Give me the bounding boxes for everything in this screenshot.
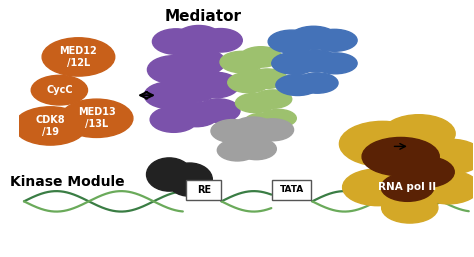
Ellipse shape [167,163,212,196]
Ellipse shape [312,29,357,51]
Text: Mediator: Mediator [165,8,242,24]
Ellipse shape [392,156,454,188]
Ellipse shape [343,169,413,206]
Ellipse shape [31,75,88,105]
Ellipse shape [418,171,474,204]
Ellipse shape [276,75,319,96]
Text: CycC: CycC [46,85,73,95]
Text: TATA: TATA [280,185,304,194]
Ellipse shape [383,115,455,152]
Ellipse shape [290,26,337,49]
Ellipse shape [260,109,296,127]
Ellipse shape [150,107,197,132]
Ellipse shape [272,52,317,74]
Ellipse shape [236,93,275,113]
Ellipse shape [339,121,426,166]
Ellipse shape [382,192,438,223]
Ellipse shape [42,38,115,76]
Ellipse shape [60,99,133,137]
Ellipse shape [313,53,357,74]
FancyBboxPatch shape [186,180,221,199]
Ellipse shape [147,56,200,84]
Ellipse shape [168,76,218,102]
Ellipse shape [211,120,255,143]
Ellipse shape [268,30,315,53]
Ellipse shape [153,29,200,54]
Ellipse shape [237,138,276,160]
Text: Kinase Module: Kinase Module [10,175,124,189]
Text: MED13
/13L: MED13 /13L [78,107,116,129]
Ellipse shape [174,102,219,127]
Ellipse shape [381,173,434,201]
Ellipse shape [176,25,221,50]
Ellipse shape [254,90,292,108]
Ellipse shape [240,47,282,67]
Ellipse shape [220,51,264,73]
Ellipse shape [173,48,225,76]
Ellipse shape [14,107,87,145]
Text: MED12
/12L: MED12 /12L [60,46,97,68]
Ellipse shape [296,73,338,93]
Ellipse shape [362,137,439,176]
Ellipse shape [199,29,242,52]
Ellipse shape [196,99,240,122]
Ellipse shape [228,72,270,93]
Ellipse shape [247,69,287,88]
Ellipse shape [252,119,293,141]
Ellipse shape [418,139,474,174]
Ellipse shape [231,117,275,140]
Ellipse shape [374,149,454,190]
Text: RE: RE [197,185,211,195]
FancyBboxPatch shape [272,180,311,199]
Ellipse shape [192,72,239,98]
Ellipse shape [244,113,281,131]
Text: CDK8
/19: CDK8 /19 [36,115,65,137]
Ellipse shape [144,82,194,108]
Ellipse shape [146,158,192,191]
Ellipse shape [217,140,257,161]
Text: RNA pol II: RNA pol II [378,182,437,192]
Ellipse shape [292,50,338,72]
